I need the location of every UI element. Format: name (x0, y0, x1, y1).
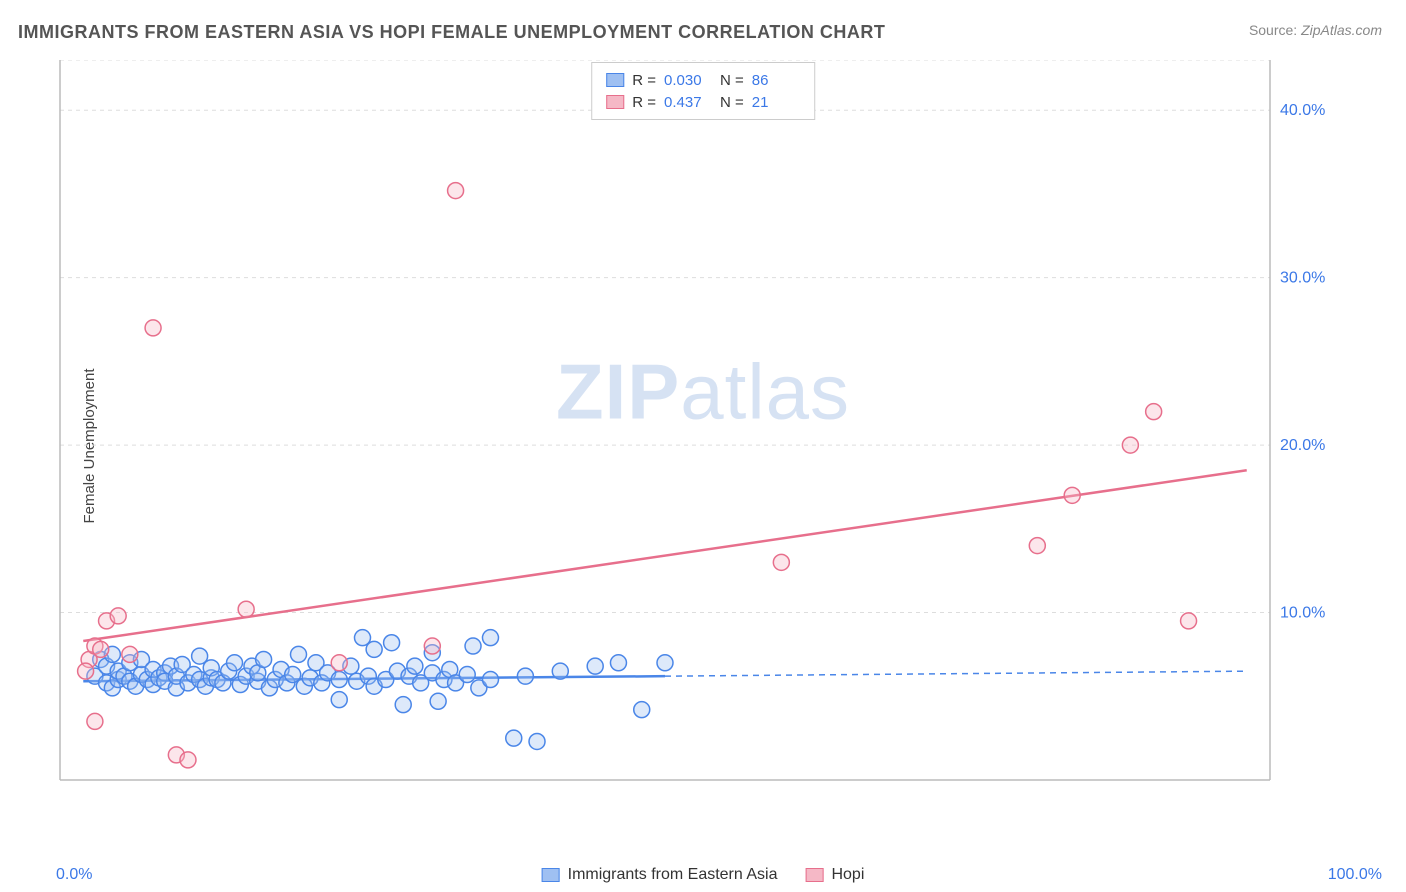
plot-area: 10.0% 20.0% 30.0% 40.0% (50, 60, 1386, 872)
svg-text:30.0%: 30.0% (1280, 270, 1325, 287)
source-attribution: Source: ZipAtlas.com (1249, 22, 1382, 38)
x-tick-max: 100.0% (1328, 866, 1382, 884)
legend-item: Immigrants from Eastern Asia (542, 866, 778, 884)
series-name: Immigrants from Eastern Asia (568, 866, 778, 884)
chart-title: IMMIGRANTS FROM EASTERN ASIA VS HOPI FEM… (18, 22, 885, 43)
r-label: R = (632, 94, 656, 111)
n-label: N = (720, 72, 744, 89)
series-legend: Immigrants from Eastern Asia Hopi (542, 866, 865, 884)
svg-text:40.0%: 40.0% (1280, 102, 1325, 119)
legend-item: Hopi (805, 866, 864, 884)
svg-text:20.0%: 20.0% (1280, 437, 1325, 454)
legend-swatch (542, 868, 560, 882)
legend-row: R = 0.030 N = 86 (606, 69, 800, 91)
r-label: R = (632, 72, 656, 89)
source-value: ZipAtlas.com (1301, 22, 1382, 38)
source-label: Source: (1249, 22, 1301, 38)
n-value: 86 (752, 72, 800, 89)
legend-swatch (805, 868, 823, 882)
legend-row: R = 0.437 N = 21 (606, 91, 800, 113)
x-tick-min: 0.0% (56, 866, 92, 884)
n-value: 21 (752, 94, 800, 111)
legend-swatch (606, 95, 624, 109)
series-name: Hopi (831, 866, 864, 884)
legend-swatch (606, 73, 624, 87)
svg-text:10.0%: 10.0% (1280, 605, 1325, 622)
n-label: N = (720, 94, 744, 111)
scatter-plot-svg: 10.0% 20.0% 30.0% 40.0% (50, 60, 1340, 820)
r-value: 0.437 (664, 94, 712, 111)
correlation-legend: R = 0.030 N = 86 R = 0.437 N = 21 (591, 62, 815, 120)
r-value: 0.030 (664, 72, 712, 89)
